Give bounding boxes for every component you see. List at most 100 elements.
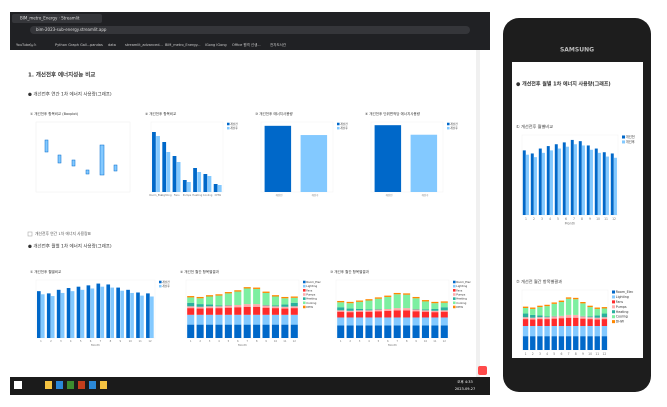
x-tick-label: 1: [40, 339, 42, 343]
bar: [546, 146, 550, 215]
bar-segment: [365, 300, 373, 310]
bar: [534, 157, 537, 215]
bar-segment: [594, 307, 600, 309]
bar-segment: [421, 300, 429, 302]
bar-segment: [440, 311, 448, 318]
bar-segment: [253, 324, 261, 338]
bar-segment: [440, 310, 448, 312]
bar-segment: [522, 313, 529, 318]
x-tick-label: 1: [525, 217, 527, 221]
bar-segment: [337, 307, 345, 311]
bar-segment: [587, 326, 593, 337]
legend-swatch: [612, 300, 616, 304]
bar-segment: [243, 314, 251, 325]
bar-segment: [565, 336, 572, 350]
address-bar[interactable]: [30, 26, 470, 34]
chart-title: ④ 개선전후 단위면적당 에너지사용량: [365, 111, 421, 116]
bar-segment: [206, 304, 214, 307]
bar: [207, 176, 212, 192]
bar-segment: [253, 287, 261, 289]
x-tick-label: 개선후: [421, 193, 429, 197]
x-tick-label: 11: [283, 339, 287, 343]
legend-swatch: [227, 126, 230, 130]
bar-segment: [412, 296, 420, 299]
bar-segment: [356, 317, 364, 326]
bar-segment: [393, 310, 401, 318]
bar-segment: [412, 309, 420, 312]
streamlit-badge[interactable]: [478, 366, 487, 375]
bar: [554, 144, 558, 215]
x-tick-label: 5: [557, 217, 559, 221]
x-tick-label: 2: [349, 339, 351, 343]
tab[interactable]: [12, 14, 102, 23]
bar-segment: [253, 288, 261, 305]
bar-segment: [537, 307, 543, 316]
bar-segment: [594, 319, 600, 326]
bar: [542, 152, 545, 215]
time: 오후 4:33: [457, 379, 472, 384]
bar: [152, 132, 156, 192]
bar-segment: [544, 317, 550, 320]
x-tick-label: 5: [80, 339, 82, 343]
section: ● 개선전후 연간 1차 에너지 사용량(그래프): [28, 91, 112, 98]
legend-label: 개선후: [230, 126, 238, 130]
bar-segment: [206, 295, 214, 297]
bar: [586, 145, 590, 215]
legend-label: Cooling: [456, 301, 466, 305]
bookmark: lGong lGong: [205, 43, 227, 47]
bar-segment: [522, 336, 529, 350]
bar: [193, 168, 197, 192]
legend-label: Room_Elec: [306, 280, 321, 284]
legend-label: Cooling: [616, 315, 628, 319]
x-tick-label: 2: [199, 339, 201, 343]
legend-swatch: [612, 290, 616, 294]
bar-segment: [522, 308, 529, 314]
bar-segment: [374, 309, 382, 312]
bar-segment: [587, 336, 593, 350]
bar: [187, 182, 191, 192]
bar: [522, 150, 526, 215]
bar-segment: [601, 308, 608, 314]
x-tick-label: 10: [596, 217, 600, 221]
bar-segment: [537, 305, 543, 308]
bar-segment: [356, 325, 364, 338]
bar-segment: [271, 296, 279, 306]
bar-segment: [337, 310, 345, 312]
bar-segment: [594, 326, 600, 337]
bar: [116, 287, 120, 338]
bar: [166, 152, 171, 192]
bar-segment: [587, 317, 593, 320]
bar-segment: [243, 306, 251, 315]
chart-title: ③ 개선전후 에너지사용량: [255, 111, 293, 116]
bar-segment: [522, 306, 529, 308]
bar-segment: [234, 314, 242, 325]
bar-segment: [206, 296, 214, 305]
x-tick-label: 8: [575, 352, 577, 356]
scrollbar: [476, 50, 480, 377]
checkbox[interactable]: [27, 231, 33, 237]
legend-swatch: [303, 280, 306, 284]
bar-segment: [224, 314, 232, 325]
bar-segment: [253, 306, 261, 315]
bar: [90, 288, 95, 338]
bar: [126, 289, 130, 338]
chart-title: ② 개선전 월간 항목별결과: [180, 269, 220, 274]
bar: [36, 291, 41, 338]
x-tick-label: 7: [246, 339, 248, 343]
bar-segment: [215, 306, 223, 309]
bar-segment: [346, 310, 354, 313]
bar-segment: [384, 309, 392, 311]
legend-swatch: [622, 135, 626, 139]
x-tick-label: 2: [532, 352, 534, 356]
bar-segment: [551, 316, 557, 319]
legend-label: 개선전: [450, 122, 458, 126]
legend-swatch: [612, 295, 616, 299]
bar-segment: [271, 314, 279, 325]
bar-segment: [374, 325, 382, 338]
legend-label: 개선전: [340, 122, 348, 126]
bar-segment: [243, 324, 251, 338]
bar-segment: [431, 317, 439, 326]
bar-segment: [573, 299, 579, 315]
x-tick-label: 11: [433, 339, 437, 343]
bar-segment: [337, 325, 345, 338]
